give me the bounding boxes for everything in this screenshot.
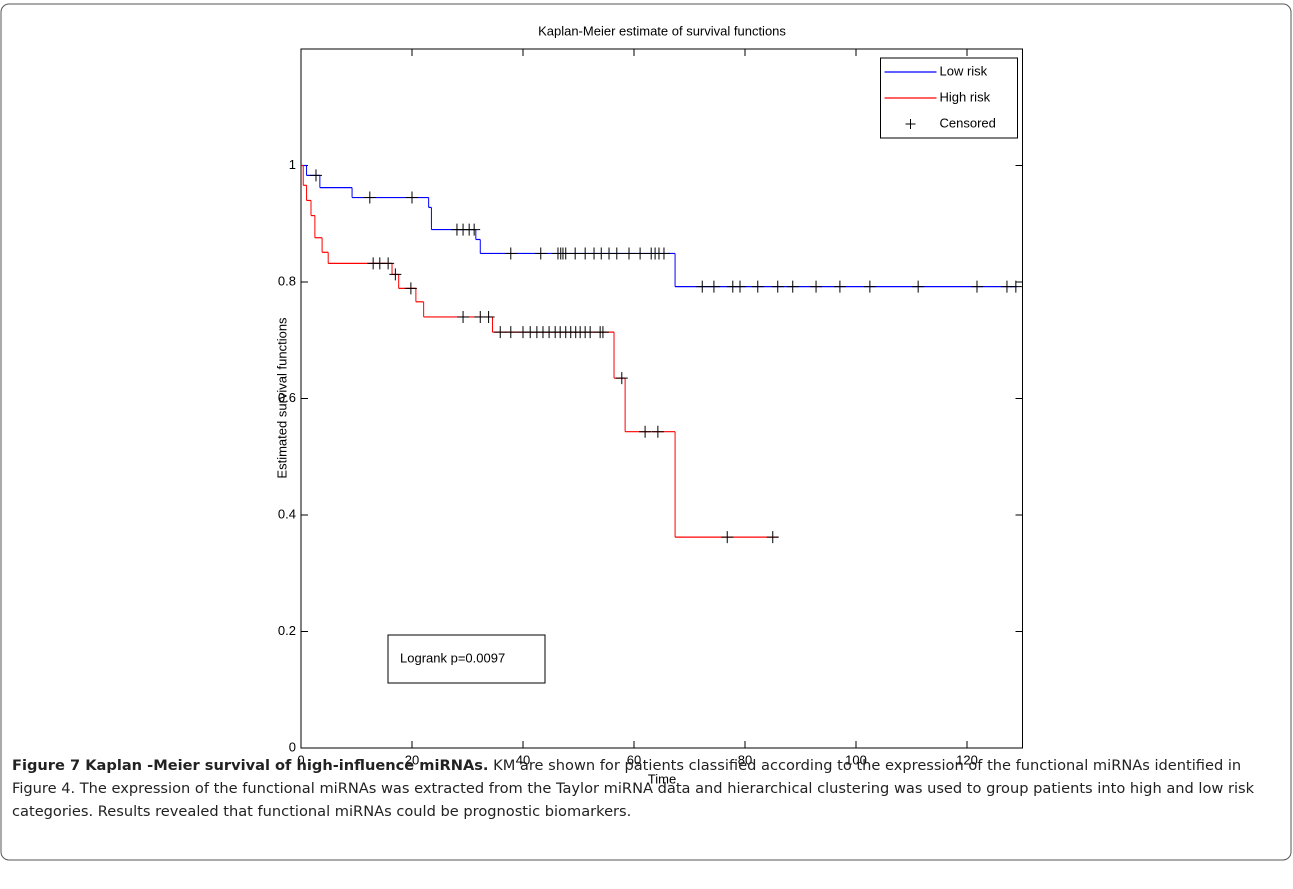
censored-mark xyxy=(651,425,664,438)
x-axis-label: Time xyxy=(648,771,676,786)
caption-title: Figure 7 Kaplan -Meier survival of high-… xyxy=(12,757,489,774)
censored-mark xyxy=(912,280,925,293)
censored-mark xyxy=(494,326,507,339)
censored-mark xyxy=(406,191,418,204)
y-axis-label: Estimated survival functions xyxy=(274,317,289,479)
censored-mark xyxy=(639,425,652,438)
censored-mark xyxy=(615,372,628,385)
censored-mark xyxy=(623,247,636,260)
x-tick-label: 100 xyxy=(845,752,867,767)
censored-mark xyxy=(457,310,470,323)
censored-mark xyxy=(810,280,823,293)
censored-mark xyxy=(596,326,609,339)
x-tick-label: 80 xyxy=(738,752,752,767)
censored-mark xyxy=(707,280,720,293)
y-tick-label: 0.4 xyxy=(278,506,296,521)
censored-mark xyxy=(482,310,495,323)
caption: Figure 7 Kaplan -Meier survival of high-… xyxy=(12,754,1280,823)
censored-mark xyxy=(468,223,481,236)
censored-mark xyxy=(771,280,784,293)
censored-mark xyxy=(504,247,517,260)
legend-label: High risk xyxy=(940,89,991,104)
censored-mark xyxy=(382,257,395,270)
legend-label: Censored xyxy=(940,115,996,130)
censored-mark xyxy=(786,280,799,293)
censored-mark xyxy=(309,169,322,182)
y-tick-label: 0 xyxy=(289,739,296,754)
legend-marker xyxy=(905,119,916,129)
x-tick-label: 20 xyxy=(405,752,419,767)
x-tick-label: 0 xyxy=(297,752,304,767)
censored-mark xyxy=(610,247,623,260)
censored-mark xyxy=(734,280,747,293)
y-tick-label: 0.6 xyxy=(278,390,296,405)
annotation-box xyxy=(387,634,546,684)
censored-mark xyxy=(721,531,734,544)
censored-mark xyxy=(1009,280,1022,293)
censored-mark xyxy=(534,247,547,260)
censored-mark xyxy=(751,280,764,293)
censored-mark xyxy=(657,247,670,260)
caption-text: KM are shown for patients classified acc… xyxy=(12,757,1255,820)
legend-label: Low risk xyxy=(940,63,988,78)
y-tick-label: 0.8 xyxy=(278,273,296,288)
censored-mark xyxy=(863,280,876,293)
censored-mark xyxy=(833,280,846,293)
censored-mark xyxy=(766,531,779,544)
x-tick-label: 120 xyxy=(956,752,978,767)
y-tick-label: 1 xyxy=(289,157,296,172)
censored-mark xyxy=(363,191,376,204)
censored-mark xyxy=(389,268,402,281)
x-tick-label: 40 xyxy=(516,752,530,767)
annotation: Logrank p=0.0097 xyxy=(400,650,505,665)
censored-mark xyxy=(970,280,983,293)
x-tick-label: 60 xyxy=(627,752,641,767)
figure-border xyxy=(0,3,1292,861)
chart-title: Kaplan-Meier estimate of survival functi… xyxy=(538,23,786,38)
censored-mark xyxy=(634,247,647,260)
censored-mark xyxy=(696,280,709,293)
censored-mark xyxy=(504,326,517,339)
y-tick-label: 0.2 xyxy=(278,623,296,638)
censored-mark xyxy=(404,282,417,295)
